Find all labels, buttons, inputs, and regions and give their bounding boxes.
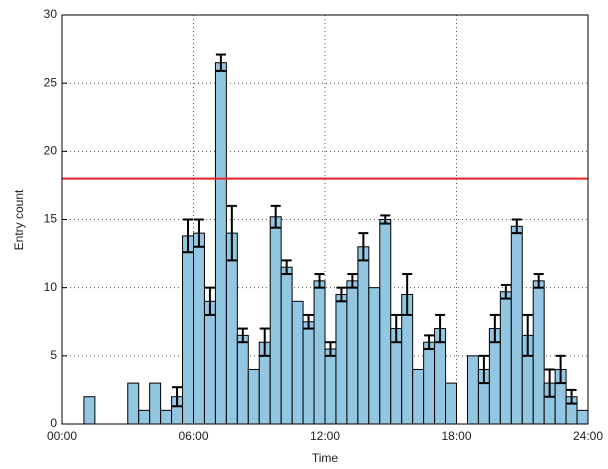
bar xyxy=(532,280,545,425)
bar xyxy=(466,355,479,425)
bar xyxy=(247,368,260,425)
error-bar xyxy=(314,273,325,289)
bar xyxy=(499,291,512,425)
bar xyxy=(379,219,392,425)
x-tick-label: 18:00 xyxy=(441,429,471,443)
error-bar xyxy=(281,259,292,276)
x-tick-label: 06:00 xyxy=(178,429,208,443)
error-bar xyxy=(259,327,270,357)
bar xyxy=(214,62,227,425)
bar xyxy=(269,216,282,425)
error-bar xyxy=(270,204,281,229)
x-tick-label: 12:00 xyxy=(310,429,340,443)
error-bar xyxy=(478,354,489,385)
error-bar xyxy=(566,388,577,405)
error-bar xyxy=(172,386,183,408)
plot-frame xyxy=(61,14,589,425)
bar xyxy=(324,348,337,425)
bar xyxy=(346,280,359,425)
y-tick-label: 20 xyxy=(44,144,58,158)
bar xyxy=(576,409,589,425)
error-bar xyxy=(347,273,358,289)
error-bar xyxy=(325,341,336,357)
error-bar xyxy=(435,313,446,344)
bar xyxy=(225,232,238,425)
bar xyxy=(280,266,293,425)
error-bar xyxy=(358,232,369,262)
bar xyxy=(236,334,249,425)
bar xyxy=(510,225,523,425)
error-bar xyxy=(303,313,314,330)
bar xyxy=(182,235,195,425)
error-bar xyxy=(555,354,566,385)
y-tick-label: 10 xyxy=(44,280,58,294)
error-bar xyxy=(402,273,413,316)
y-tick-label: 0 xyxy=(50,416,57,430)
bar xyxy=(291,300,304,425)
y-tick-label: 30 xyxy=(44,7,58,21)
error-bar xyxy=(544,368,555,398)
x-axis-label: Time xyxy=(312,451,339,465)
bar xyxy=(203,300,216,425)
x-tick-label: 24:00 xyxy=(573,429,603,443)
y-axis-label: Entry count xyxy=(12,189,26,250)
error-bar xyxy=(380,214,391,225)
error-bar xyxy=(204,286,215,316)
error-bar xyxy=(183,218,194,254)
error-bar xyxy=(237,327,248,344)
error-bar xyxy=(336,286,347,303)
bar xyxy=(313,280,326,425)
bar xyxy=(127,382,140,425)
error-bar xyxy=(511,218,522,235)
error-bar xyxy=(193,218,204,248)
y-tick-label: 5 xyxy=(50,348,57,362)
error-bar xyxy=(226,204,237,262)
bar xyxy=(335,293,348,425)
bar xyxy=(368,287,381,425)
error-bar xyxy=(215,53,226,72)
bar xyxy=(149,382,162,425)
error-bar xyxy=(522,313,533,357)
error-bar xyxy=(500,283,511,300)
y-tick-label: 25 xyxy=(44,75,58,89)
x-tick-label: 00:00 xyxy=(47,429,77,443)
bar xyxy=(138,409,151,425)
bar xyxy=(412,368,425,425)
bar xyxy=(445,382,457,425)
bar xyxy=(193,232,205,425)
error-bar xyxy=(533,273,544,289)
error-bar xyxy=(424,334,435,351)
error-bar xyxy=(489,313,500,344)
bar xyxy=(83,396,96,425)
error-bar xyxy=(391,313,402,344)
bar xyxy=(160,409,173,425)
bar xyxy=(423,341,436,425)
bar xyxy=(357,246,370,425)
bar xyxy=(302,321,315,425)
y-tick-label: 15 xyxy=(44,212,58,226)
